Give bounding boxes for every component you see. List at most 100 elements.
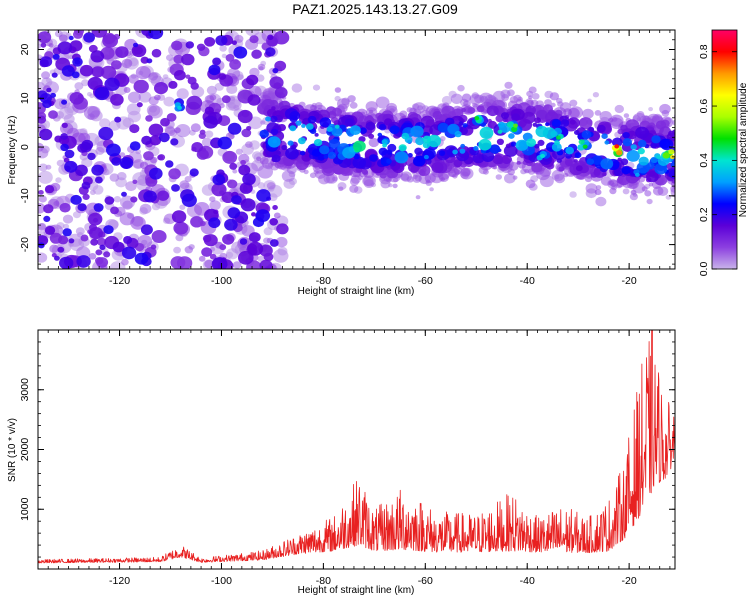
- spectrogram-cell: [635, 126, 650, 139]
- spectrogram-cell: [111, 157, 122, 166]
- spectrogram-cell: [201, 247, 213, 257]
- spectrogram-cell: [375, 96, 390, 109]
- spectrogram-cell: [534, 143, 540, 149]
- spectrogram-cell: [637, 147, 645, 155]
- spectrogram-cell: [209, 200, 221, 211]
- spectrogram-cell: [461, 93, 472, 102]
- spectrogram-cell: [635, 172, 640, 177]
- spectrogram-xtick-label: -80: [316, 275, 331, 287]
- snr-ticks: -120 -100 -80 -60 -40 -20 1000 2000 3000: [19, 329, 675, 587]
- spectrogram-cell: [361, 169, 368, 175]
- snr-xtick-label: -80: [316, 575, 331, 587]
- spectrogram-cell: [55, 177, 62, 183]
- spectrogram-cell: [532, 122, 538, 127]
- spectrogram-cell: [75, 227, 85, 236]
- spectrogram-cell: [212, 57, 222, 66]
- spectrogram-cell: [44, 225, 56, 235]
- spectrogram-cell: [480, 95, 488, 103]
- spectrogram-cell: [225, 54, 235, 62]
- spectrogram-cell: [415, 137, 425, 146]
- spectrogram-cell: [437, 122, 449, 133]
- spectrogram-cell: [504, 81, 513, 89]
- spectrogram-cell: [544, 99, 552, 106]
- spectrogram-cell: [504, 173, 516, 184]
- spectrogram-cell: [166, 54, 174, 61]
- spectrogram-cell: [212, 174, 226, 186]
- spectrogram-cell: [386, 149, 393, 155]
- spectrogram-cell: [260, 120, 266, 125]
- spectrogram-cell: [231, 40, 237, 45]
- spectrogram-xtick-label: -100: [211, 275, 232, 287]
- spectrogram-cell: [614, 104, 624, 114]
- spectrogram-cell: [121, 246, 137, 260]
- spectrogram-cell: [248, 116, 263, 130]
- spectrogram-cell: [594, 110, 602, 116]
- colorbar: 0.0 0.2 0.4 0.6 0.8 Normalized spectral ampl…: [698, 29, 749, 276]
- spectrogram-cell: [97, 237, 107, 247]
- spectrogram-cell: [247, 94, 261, 106]
- spectrogram-cell: [181, 53, 195, 66]
- spectrogram-cell: [171, 210, 187, 224]
- spectrogram-cell: [246, 126, 252, 131]
- spectrogram-cell: [276, 223, 289, 235]
- spectrogram-cell: [413, 155, 426, 167]
- spectrogram-cell: [233, 46, 248, 59]
- spectrogram-cell: [591, 155, 603, 165]
- spectrogram-cell: [365, 121, 376, 131]
- spectrogram-cell: [577, 144, 585, 151]
- spectrogram-cell: [622, 132, 630, 139]
- spectrogram-cell: [489, 144, 501, 154]
- spectrogram-cell: [141, 135, 152, 145]
- spectrogram-cell: [136, 102, 143, 108]
- spectrogram-cell: [501, 94, 509, 101]
- spectrogram-cell: [174, 127, 181, 134]
- spectrogram-cell: [190, 216, 204, 228]
- spectrogram-cell: [221, 53, 227, 59]
- spectrogram-cell: [198, 255, 206, 262]
- spectrogram-cell: [334, 124, 340, 129]
- spectrogram-cell: [458, 121, 464, 126]
- spectrogram-cell: [229, 59, 242, 70]
- spectrogram-cell: [127, 91, 141, 104]
- spectrogram-cell: [656, 154, 661, 160]
- spectrogram-cell: [392, 183, 398, 189]
- spectrogram-cell: [377, 132, 383, 137]
- spectrogram-cell: [166, 113, 177, 122]
- spectrogram-cell: [150, 244, 157, 250]
- spectrogram-cell: [672, 119, 675, 126]
- spectrogram-cell: [257, 255, 265, 262]
- spectrogram-cell: [536, 109, 548, 120]
- spectrogram-cell: [617, 157, 622, 162]
- spectrogram-cell: [106, 143, 121, 157]
- spectrogram-cell: [353, 140, 366, 152]
- spectrogram-cell: [72, 57, 83, 67]
- spectrogram-cell: [38, 242, 45, 249]
- spectrogram-cell: [135, 66, 151, 80]
- spectrogram-cell: [70, 194, 82, 205]
- spectrogram-cell: [68, 238, 75, 244]
- spectrogram-cell: [551, 119, 561, 128]
- spectrogram-cell: [270, 128, 279, 136]
- spectrogram-cell: [157, 154, 166, 161]
- spectrogram-cell: [558, 166, 565, 172]
- spectrogram-cell: [74, 164, 88, 176]
- spectrogram-cell: [38, 170, 53, 184]
- spectrogram-cell: [173, 246, 182, 254]
- spectrogram-cell: [450, 93, 463, 105]
- spectrogram-cell: [650, 142, 657, 149]
- spectrogram-cell: [573, 159, 578, 163]
- snr-xtick-label: -40: [520, 575, 535, 587]
- spectrogram-cell: [109, 173, 120, 182]
- spectrogram-cell: [513, 123, 518, 128]
- spectrogram-cell: [43, 204, 54, 214]
- spectrogram-cell: [593, 168, 601, 176]
- spectrogram-cell: [604, 140, 610, 145]
- spectrogram-cell: [368, 133, 375, 139]
- spectrogram-cell: [134, 252, 149, 265]
- spectrogram-cell: [74, 82, 84, 90]
- spectrogram-cell: [171, 40, 183, 51]
- spectrogram-cell: [121, 258, 129, 266]
- spectrogram-cell: [312, 84, 321, 91]
- spectrogram-cell: [393, 177, 399, 183]
